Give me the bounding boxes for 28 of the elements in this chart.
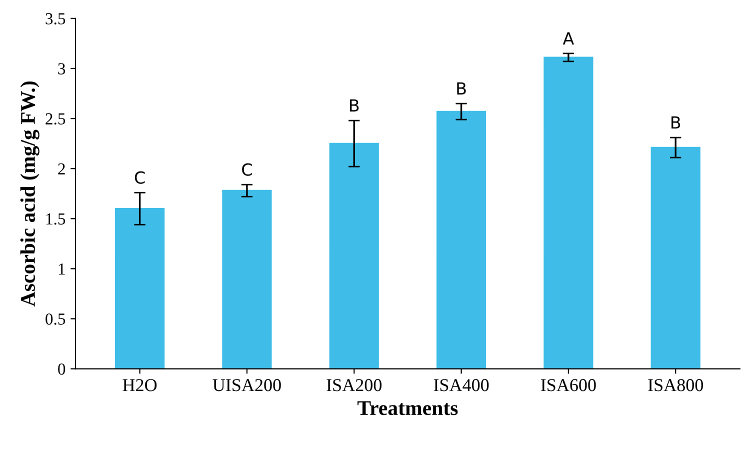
bar bbox=[544, 56, 594, 369]
y-tick-label: 0.5 bbox=[46, 313, 66, 325]
x-tick-label: ISA200 bbox=[326, 379, 382, 392]
x-tick-label: ISA400 bbox=[434, 379, 489, 392]
x-tick-label: ISA800 bbox=[648, 379, 704, 392]
annotation: B bbox=[672, 116, 680, 129]
bar bbox=[436, 110, 486, 369]
bar bbox=[650, 146, 700, 369]
x-axis-title: Treatments bbox=[357, 401, 458, 416]
y-tick-label: 3 bbox=[58, 63, 66, 74]
annotation: A bbox=[562, 32, 574, 44]
y-tick-label: 0 bbox=[58, 364, 66, 375]
y-axis-title: Ascorbic acid (mg/g FW.) bbox=[20, 82, 40, 306]
x-tick-label: UISA200 bbox=[212, 379, 281, 392]
bar bbox=[114, 208, 165, 369]
x-tick-label: ISA600 bbox=[541, 379, 596, 392]
y-tick-label: 1 bbox=[58, 263, 65, 274]
bar bbox=[329, 142, 379, 369]
y-tick-label: 1.5 bbox=[46, 213, 66, 225]
bar bbox=[222, 190, 272, 369]
y-tick-label: 2.5 bbox=[46, 113, 66, 125]
y-tick-label: 3.5 bbox=[46, 13, 66, 24]
x-tick-label: H2O bbox=[122, 379, 157, 392]
annotation: C bbox=[242, 163, 252, 176]
annotation: B bbox=[457, 82, 466, 95]
annotation: B bbox=[350, 99, 359, 112]
annotation: C bbox=[134, 171, 145, 184]
y-tick-label: 2 bbox=[58, 163, 65, 174]
